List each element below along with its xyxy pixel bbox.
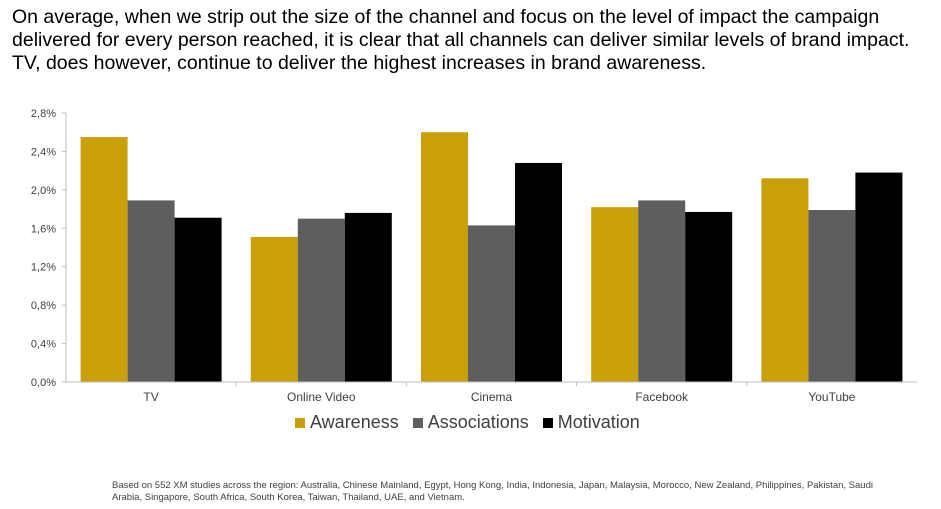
y-tick-label: 1,2% (31, 262, 56, 274)
legend: Awareness Associations Motivation (295, 412, 640, 433)
bar-motivation-tv (174, 217, 222, 382)
legend-label-motivation: Motivation (557, 412, 640, 432)
x-tick-label: Cinema (471, 390, 513, 404)
headline: On average, when we strip out the size o… (12, 6, 910, 74)
bar-motivation-cinema (515, 162, 562, 382)
x-tick-label: TV (143, 390, 158, 404)
bar-group (80, 132, 903, 382)
legend-label-associations: Associations (427, 412, 529, 432)
legend-item-associations: Associations (412, 412, 529, 433)
y-tick-label: 2,8% (31, 108, 56, 120)
bar-motivation-online-video (344, 212, 392, 382)
legend-item-awareness: Awareness (295, 412, 399, 433)
bar-associations-facebook (638, 200, 686, 382)
bar-awareness-tv (80, 137, 128, 382)
x-tick-label: Facebook (635, 390, 689, 404)
bar-awareness-youtube (761, 178, 809, 382)
y-tick-label: 1,6% (31, 223, 56, 235)
bar-associations-tv (127, 200, 175, 382)
bar-awareness-online-video (250, 236, 298, 382)
x-axis-labels: TV Online Video Cinema Facebook YouTube (143, 382, 856, 404)
bar-motivation-youtube (855, 172, 903, 382)
bar-awareness-cinema (421, 132, 468, 382)
x-tick-label: YouTube (808, 390, 855, 404)
y-tick-label: 0,8% (31, 300, 56, 312)
x-tick-label: Online Video (287, 390, 356, 404)
legend-item-motivation: Motivation (542, 412, 640, 433)
y-tick-label: 0,4% (31, 339, 56, 351)
legend-swatch-motivation (542, 417, 553, 428)
y-tick-label: 2,0% (31, 185, 56, 197)
footnote: Based on 552 XM studies across the regio… (112, 480, 873, 503)
y-tick-label: 2,4% (31, 146, 56, 158)
bar-associations-cinema (468, 225, 515, 382)
bar-awareness-facebook (591, 207, 639, 382)
bar-associations-online-video (297, 218, 345, 382)
y-axis: 0,0% 0,4% 0,8% 1,2% 1,6% 2,0% 2,4% 2,8% (31, 108, 66, 389)
legend-swatch-awareness (295, 417, 305, 428)
legend-label-awareness: Awareness (310, 412, 399, 432)
bar-associations-youtube (808, 210, 856, 382)
y-tick-label: 0,0% (31, 377, 56, 389)
legend-swatch-associations (412, 417, 423, 428)
bar-motivation-facebook (685, 211, 733, 382)
